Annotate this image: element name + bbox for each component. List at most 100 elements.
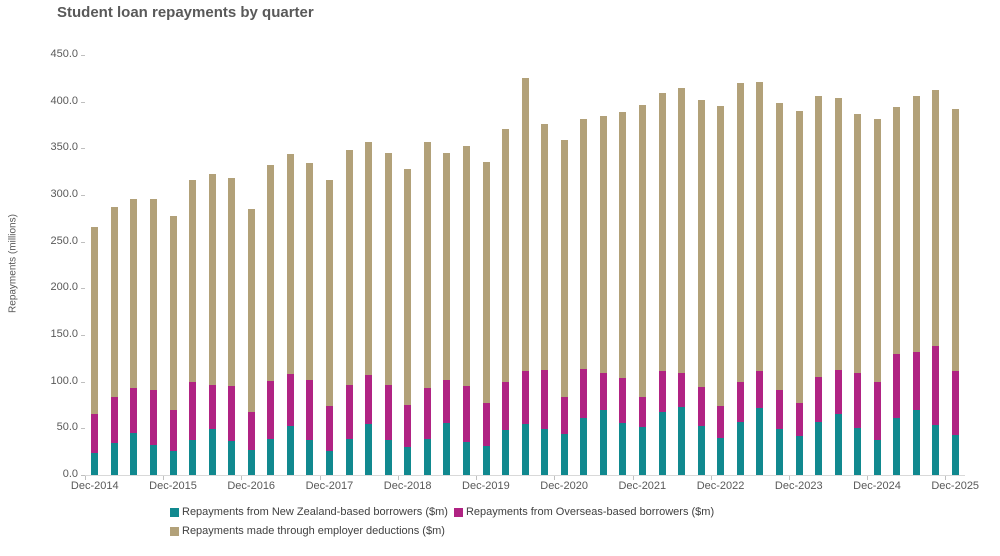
bar-segment [306,439,314,475]
bar-segment [815,377,823,422]
y-tick-label: 150.0 [50,328,78,340]
bar-segment [912,96,920,352]
bar-slot-Jun-2016 [202,55,222,475]
bar-segment [443,153,451,380]
bar-slot-Dec-2019 [476,55,496,475]
bar-slot-Dec-2023 [789,55,809,475]
bar-segment [678,373,686,407]
stacked-bar-Sep-2021 [619,111,627,475]
bar-segment [267,165,275,381]
bar-segment [658,371,666,412]
bar-segment [345,438,353,475]
stacked-bar-Sep-2023 [775,102,783,475]
x-tick-mark [319,476,321,480]
bar-segment [775,390,783,430]
legend-item: Repayments from New Zealand-based borrow… [170,506,448,518]
stacked-bar-Dec-2021 [639,105,647,475]
bar-segment [873,381,881,440]
y-tick-label: 300.0 [50,188,78,200]
bar-segment [775,102,783,391]
x-tick-label: Dec-2014 [70,480,119,492]
bar-segment [482,162,490,404]
bar-slot-Sep-2025 [926,55,946,475]
bar-slot-Sep-2016 [222,55,242,475]
stacked-bar-Mar-2015 [110,207,118,475]
bar-segment [521,78,529,371]
stacked-bar-Mar-2020 [502,128,510,475]
bar-segment [326,180,334,406]
bar-segment [893,107,901,354]
bar-slot-Dec-2018 [398,55,418,475]
stacked-bar-Sep-2022 [697,99,705,475]
bar-segment [893,418,901,475]
bar-segment [756,407,764,475]
bar-segment [365,423,373,475]
bar-segment [854,373,862,429]
bar-segment [423,388,431,439]
x-tick-mark [397,476,399,480]
legend-label: Repayments from Overseas-based borrowers… [465,506,715,518]
bar-slot-Sep-2021 [613,55,633,475]
stacked-bar-Jun-2020 [521,78,529,475]
bar-slot-Sep-2017 [300,55,320,475]
bar-segment [756,82,764,372]
bar-segment [873,439,881,475]
bar-segment [404,168,412,405]
x-tick-mark [554,476,556,480]
bar-segment [952,434,960,475]
bar-segment [854,428,862,475]
bar-segment [110,207,118,397]
x-tick-mark [710,476,712,480]
bar-segment [795,435,803,475]
y-tick-mark [81,428,85,430]
legend-swatch-icon [453,507,463,517]
x-tick-mark [945,476,947,480]
bar-segment [130,433,138,475]
bar-segment [834,414,842,475]
bar-slot-Sep-2020 [535,55,555,475]
bar-segment [521,423,529,475]
stacked-bar-Sep-2020 [541,124,549,475]
bar-segment [326,450,334,475]
bar-slot-Dec-2020 [555,55,575,475]
bar-slot-Jun-2021 [594,55,614,475]
bar-slot-Dec-2021 [633,55,653,475]
stacked-bar-Jun-2023 [756,82,764,475]
x-tick-mark [632,476,634,480]
bar-segment [208,429,216,475]
bar-slot-Mar-2020 [496,55,516,475]
bar-segment [521,370,529,424]
bar-segment [502,128,510,382]
bar-segment [286,425,294,475]
bar-slot-Sep-2018 [378,55,398,475]
y-tick-mark [81,148,85,150]
bar-slot-Mar-2017 [261,55,281,475]
bar-segment [599,373,607,410]
y-tick-label: 0.0 [62,468,78,480]
bar-segment [462,442,470,475]
bar-segment [502,430,510,475]
stacked-bar-Sep-2019 [462,146,470,475]
bar-segment [149,445,157,475]
stacked-bar-Sep-2024 [854,113,862,475]
bar-segment [697,387,705,426]
bar-segment [443,379,451,423]
bar-segment [639,105,647,397]
bar-slot-Mar-2024 [809,55,829,475]
stacked-bar-Jun-2021 [599,115,607,475]
bar-segment [580,418,588,475]
stacked-bar-Mar-2016 [189,180,197,475]
bar-slot-Dec-2025 [946,55,966,475]
bar-slot-Dec-2022 [711,55,731,475]
bar-segment [717,105,725,407]
bar-segment [756,371,764,408]
bar-segment [736,83,744,382]
bar-slot-Sep-2015 [144,55,164,475]
bar-segment [443,422,451,475]
x-tick-label: Dec-2023 [774,480,823,492]
bar-segment [619,422,627,475]
bar-segment [639,427,647,475]
bar-segment [482,446,490,475]
bar-segment [384,385,392,440]
